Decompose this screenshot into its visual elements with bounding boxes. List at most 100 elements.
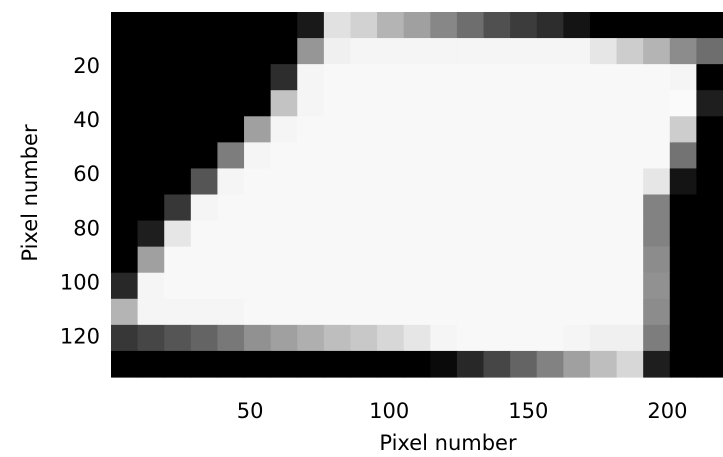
heatmap-cell (111, 298, 139, 326)
heatmap-cell (111, 116, 139, 143)
heatmap-cell (377, 12, 405, 39)
heatmap-cell (483, 350, 511, 378)
heatmap-cell (377, 246, 405, 274)
heatmap-cell (403, 142, 431, 170)
heatmap-cell (323, 116, 352, 143)
heatmap-cell (377, 38, 405, 65)
heatmap-cell (536, 64, 564, 91)
heatmap-cell (536, 168, 564, 196)
heatmap-cell (669, 12, 697, 39)
heatmap-cell (536, 38, 564, 65)
heatmap-cell (164, 324, 192, 352)
heatmap-cell (350, 168, 378, 196)
heatmap-cell (244, 38, 272, 65)
heatmap-cell (616, 142, 644, 170)
heatmap-cell (297, 246, 325, 274)
heatmap-cell (244, 194, 272, 222)
x-tick-label: 100 (369, 399, 409, 423)
heatmap-cell (297, 38, 325, 65)
heatmap-cell (563, 168, 591, 196)
heatmap-cell (456, 298, 485, 326)
heatmap-cell (164, 116, 192, 143)
heatmap-cell (643, 246, 671, 274)
heatmap-cell (323, 194, 352, 222)
heatmap-cell (297, 64, 325, 91)
heatmap-cell (616, 350, 644, 378)
heatmap-cell (616, 90, 644, 117)
heatmap-cell (350, 350, 378, 378)
heatmap-cell (616, 168, 644, 196)
heatmap-cell (270, 142, 298, 170)
heatmap-cell (510, 90, 538, 117)
heatmap-cell (456, 64, 485, 91)
heatmap-cell (111, 142, 139, 170)
heatmap-cell (563, 38, 591, 65)
heatmap-cell (430, 116, 458, 143)
heatmap-cell (643, 142, 671, 170)
heatmap-cell (111, 12, 139, 39)
heatmap-cell (190, 90, 219, 117)
heatmap-cell (270, 272, 298, 300)
heatmap-cell (669, 298, 697, 326)
heatmap-cell (510, 246, 538, 274)
heatmap-cell (669, 220, 697, 248)
heatmap-cell (244, 12, 272, 39)
heatmap-cell (510, 194, 538, 222)
heatmap-cell (616, 272, 644, 300)
heatmap-cell (137, 324, 165, 352)
heatmap-cell (430, 272, 458, 300)
heatmap-cell (483, 90, 511, 117)
heatmap-cell (510, 298, 538, 326)
heatmap-cell (217, 350, 245, 378)
heatmap-cell (510, 168, 538, 196)
heatmap-cell (270, 38, 298, 65)
heatmap-cell (430, 38, 458, 65)
heatmap-cell (456, 220, 485, 248)
heatmap-cell (377, 168, 405, 196)
heatmap-cell (536, 324, 564, 352)
heatmap-cell (430, 220, 458, 248)
heatmap-cell (589, 142, 618, 170)
heatmap-cell (403, 64, 431, 91)
heatmap-cell (111, 220, 139, 248)
heatmap-cell (217, 168, 245, 196)
heatmap-cell (323, 168, 352, 196)
y-tick-label: 60 (73, 162, 100, 186)
heatmap-cell (563, 350, 591, 378)
heatmap-cell (297, 116, 325, 143)
heatmap-cell (164, 220, 192, 248)
heatmap-cell (350, 272, 378, 300)
heatmap-cell (111, 168, 139, 196)
heatmap-cell (350, 12, 378, 39)
heatmap-cell (137, 194, 165, 222)
heatmap-cell (270, 90, 298, 117)
y-axis-label: Pixel number (18, 124, 42, 262)
x-axis-ticks: 50 100 150 200 (237, 399, 688, 423)
heatmap-cell (244, 116, 272, 143)
heatmap-cell (696, 246, 723, 274)
heatmap-cell (483, 168, 511, 196)
heatmap-cell (137, 116, 165, 143)
heatmap-cell (164, 168, 192, 196)
heatmap-cell (643, 90, 671, 117)
heatmap-cell (244, 246, 272, 274)
heatmap-cell (669, 350, 697, 378)
heatmap-cell (137, 168, 165, 196)
heatmap-cell (244, 220, 272, 248)
heatmap-cell (244, 298, 272, 326)
heatmap-cell (323, 272, 352, 300)
heatmap-cell (297, 298, 325, 326)
heatmap-cell (244, 64, 272, 91)
heatmap-cell (669, 272, 697, 300)
heatmap-cell (350, 220, 378, 248)
heatmap-cell (563, 220, 591, 248)
heatmap-cell (483, 246, 511, 274)
heatmap-cell (483, 272, 511, 300)
heatmap-cell (669, 194, 697, 222)
heatmap-cell (483, 220, 511, 248)
heatmap-cell (403, 38, 431, 65)
heatmap-cell (111, 194, 139, 222)
y-tick-label: 40 (73, 108, 100, 132)
heatmap-cell (350, 90, 378, 117)
heatmap-cell (137, 220, 165, 248)
